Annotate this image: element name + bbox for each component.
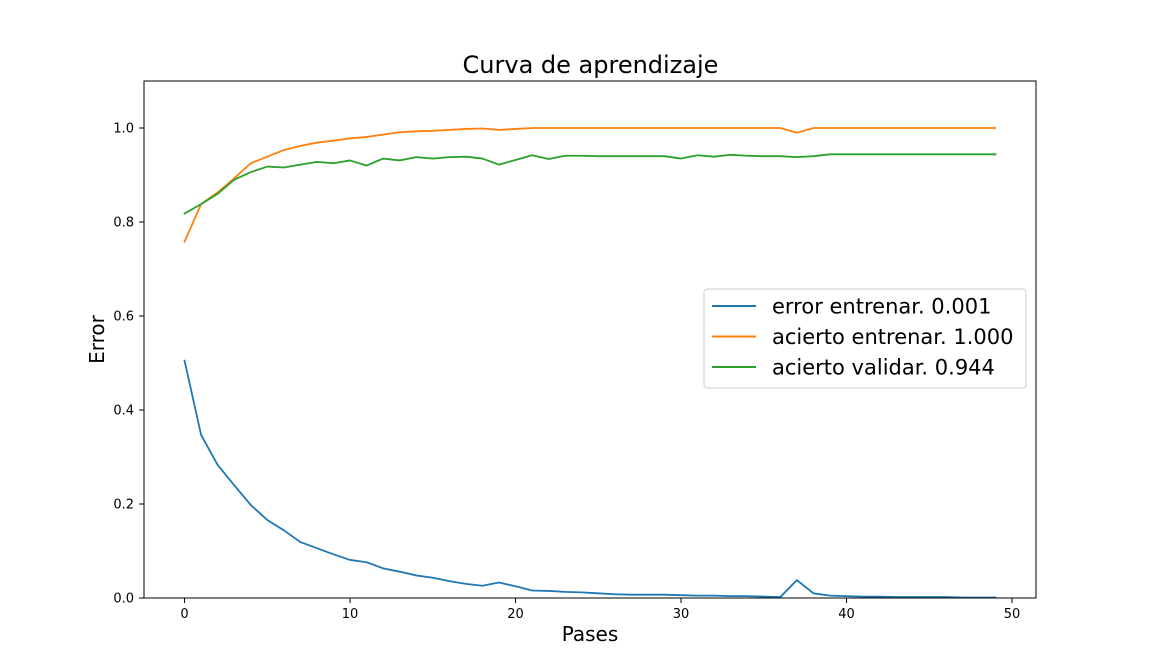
x-axis-ticks: 0 10 20 30 40 50	[180, 598, 1020, 622]
y-axis-label: Error	[85, 314, 109, 364]
y-tick-label: 0.8	[113, 216, 134, 231]
y-axis-ticks: 0.0 0.2 0.4 0.6 0.8 1.0	[113, 122, 144, 607]
series-line-0	[183, 359, 997, 599]
axes-frame	[143, 80, 1037, 599]
y-tick-label: 0.6	[113, 310, 134, 325]
x-tick-label: 10	[342, 607, 359, 622]
x-tick-label: 40	[838, 607, 855, 622]
x-tick-label: 0	[180, 607, 188, 622]
x-axis-label: Pases	[562, 622, 619, 646]
legend: error entrenar. 0.001 acierto entrenar. 1…	[703, 288, 1027, 389]
y-tick-label: 0.2	[113, 498, 134, 513]
x-tick-label: 20	[507, 607, 524, 622]
y-tick-label: 0.0	[113, 592, 134, 607]
series-line-2	[183, 153, 997, 215]
series-line-1	[183, 127, 997, 243]
chart-title: Curva de aprendizaje	[463, 51, 719, 79]
y-tick-label: 0.4	[113, 404, 134, 419]
legend-label-2: acierto validar. 0.944	[772, 356, 995, 380]
legend-box	[703, 288, 1027, 389]
series-layer	[183, 127, 997, 599]
x-tick-label: 50	[1004, 607, 1021, 622]
x-tick-label: 30	[673, 607, 690, 622]
legend-label-1: acierto entrenar. 1.000	[772, 325, 1013, 349]
legend-label-0: error entrenar. 0.001	[772, 295, 991, 319]
y-tick-label: 1.0	[113, 122, 134, 137]
